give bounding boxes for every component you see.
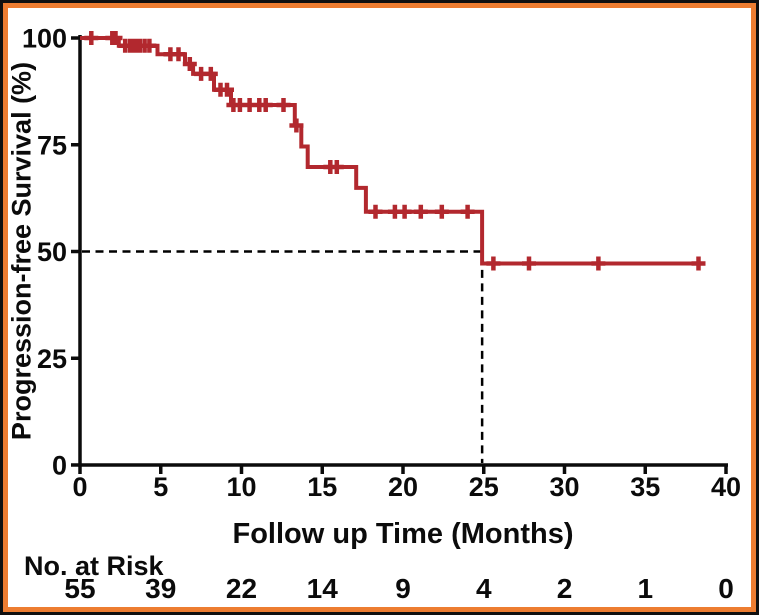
x-tick-label: 20	[388, 472, 418, 502]
y-axis-title: Progression-free Survival (%)	[6, 61, 37, 441]
at-risk-title: No. at Risk	[24, 551, 164, 581]
at-risk-count: 1	[637, 573, 653, 604]
axis-tick-marks	[71, 36, 728, 474]
axis-spines	[78, 35, 728, 467]
x-tick-label: 25	[469, 472, 499, 502]
x-tick-label: 30	[549, 472, 579, 502]
at-risk-count: 22	[226, 573, 257, 604]
x-tick-label: 40	[711, 472, 741, 502]
x-tick-label: 35	[630, 472, 660, 502]
y-tick-label: 0	[52, 451, 67, 481]
at-risk-count: 9	[395, 573, 411, 604]
x-tick-label: 5	[153, 472, 168, 502]
at-risk-count: 55	[64, 573, 95, 604]
at-risk-count: 4	[476, 573, 492, 604]
y-tick-label: 50	[37, 237, 67, 267]
y-tick-label: 100	[22, 24, 67, 54]
median-reference-dashed-line	[82, 250, 484, 463]
survival-step-curve	[80, 36, 704, 266]
at-risk-count: 0	[718, 573, 734, 604]
y-tick-label: 75	[37, 130, 67, 160]
censor-marks	[84, 31, 706, 271]
at-risk-count: 14	[307, 573, 339, 604]
at-risk-count: 39	[145, 573, 176, 604]
x-tick-label: 15	[307, 472, 337, 502]
y-tick-label: 25	[37, 344, 67, 374]
x-tick-label: 10	[226, 472, 256, 502]
x-tick-label: 0	[72, 472, 87, 502]
x-axis-title: Follow up Time (Months)	[232, 518, 574, 550]
at-risk-count: 2	[557, 573, 573, 604]
